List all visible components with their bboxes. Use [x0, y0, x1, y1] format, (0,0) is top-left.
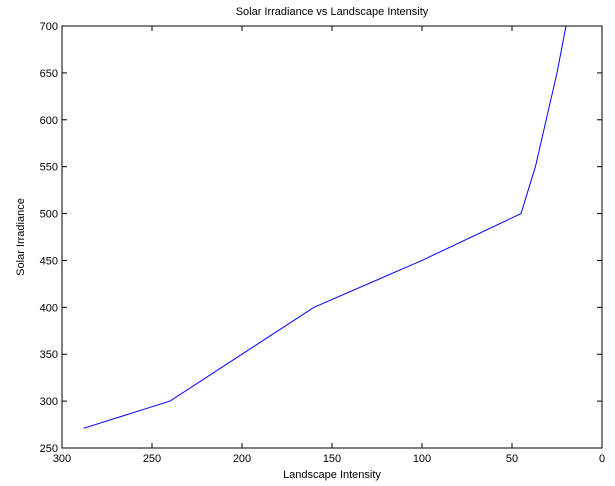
- y-tick-label: 450: [40, 255, 58, 267]
- x-tick-label: 250: [143, 453, 161, 465]
- y-tick-label: 550: [40, 162, 58, 174]
- x-tick-label: 50: [506, 453, 518, 465]
- y-tick-label: 400: [40, 302, 58, 314]
- y-tick-labels: 250 300 350 400 450 500 550 600 650 700: [40, 21, 58, 455]
- y-tick-label: 350: [40, 349, 58, 361]
- x-tick-label: 150: [323, 453, 341, 465]
- x-tick-label: 0: [599, 453, 605, 465]
- chart-title: Solar Irradiance vs Landscape Intensity: [236, 6, 429, 18]
- y-tick-label: 250: [40, 443, 58, 455]
- x-tick-label: 300: [53, 453, 71, 465]
- axis-ticks: [61, 25, 603, 449]
- y-tick-label: 500: [40, 209, 58, 221]
- x-axis-label: Landscape Intensity: [283, 469, 381, 481]
- y-tick-label: 600: [40, 115, 58, 127]
- y-tick-label: 300: [40, 396, 58, 408]
- x-tick-label: 100: [413, 453, 431, 465]
- y-axis-label: Solar Irradiance: [15, 198, 27, 276]
- x-tick-labels: 300 250 200 150 100 50 0: [53, 453, 605, 465]
- y-tick-label: 700: [40, 21, 58, 33]
- plot-area: [61, 25, 603, 449]
- series-group: [83, 25, 567, 429]
- x-tick-label: 200: [233, 453, 251, 465]
- y-tick-label: 650: [40, 68, 58, 80]
- series-line: [83, 25, 567, 429]
